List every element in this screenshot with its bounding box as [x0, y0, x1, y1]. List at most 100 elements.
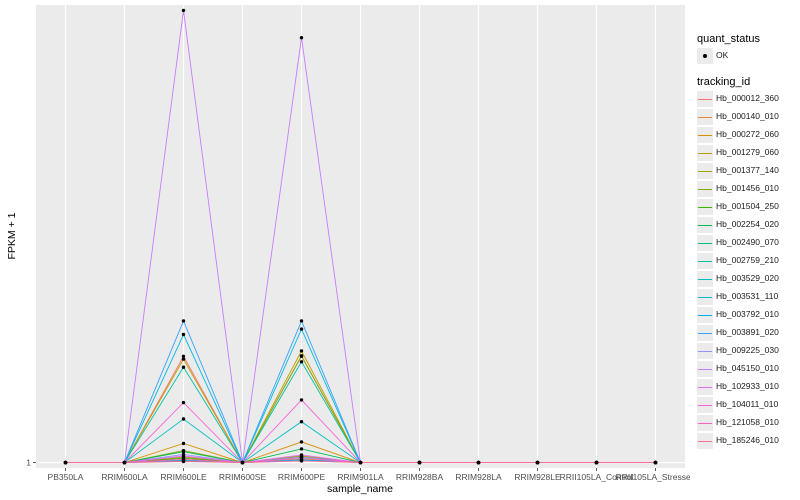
data-point: [181, 459, 186, 464]
legend-item: Hb_001504_250: [697, 198, 797, 216]
legend-key: [697, 48, 713, 64]
legend-label: Hb_121058_010: [716, 417, 779, 427]
data-point: [535, 460, 540, 465]
legend-key: [697, 163, 713, 179]
data-point: [181, 354, 186, 358]
legend-item: Hb_104011_010: [697, 396, 797, 414]
data-point: [63, 460, 68, 465]
data-point: [299, 447, 304, 451]
data-point: [299, 349, 304, 353]
line-swatch-icon: [698, 243, 712, 244]
legend-key: [697, 271, 713, 287]
legend-key: [697, 343, 713, 359]
data-point: [299, 453, 304, 457]
y-tick-labels: 1: [26, 458, 36, 468]
data-point: [299, 398, 304, 402]
legend-item: Hb_002490_070: [697, 234, 797, 252]
legend-key: [697, 217, 713, 233]
quant-status-legend-item: OK: [697, 47, 797, 65]
x-tick-label: RRIM901LA: [337, 472, 384, 482]
data-point: [181, 332, 186, 337]
legend-label: Hb_009225_030: [716, 345, 779, 355]
x-tick-label: RRIM928LA: [455, 472, 502, 482]
data-point: [181, 357, 186, 361]
legend-key: [697, 127, 713, 143]
line-swatch-icon: [698, 297, 712, 298]
legend-key: [697, 199, 713, 215]
data-point: [181, 8, 186, 13]
legend-key: [697, 433, 713, 449]
data-point: [594, 460, 599, 465]
y-tick-label: 1: [26, 458, 31, 468]
data-point: [181, 450, 186, 454]
legend-label: Hb_001504_250: [716, 201, 779, 211]
legend-key: [697, 379, 713, 395]
legend-label: Hb_002759_210: [716, 255, 779, 265]
legend-key: [697, 235, 713, 251]
x-tick-label: RRII105LA_Stressed: [616, 472, 690, 482]
quant-status-legend-title: quant_status: [697, 33, 760, 45]
tracking-id-legend-items: Hb_000012_360 Hb_000140_010 Hb_000272_060 H…: [697, 90, 797, 450]
legend-key: [697, 415, 713, 431]
line-swatch-icon: [698, 423, 712, 424]
legend-item: Hb_000272_060: [697, 126, 797, 144]
line-swatch-icon: [698, 99, 712, 100]
line-swatch-icon: [698, 207, 712, 208]
data-point: [181, 454, 186, 458]
legend-key: [697, 253, 713, 269]
data-point: [417, 460, 422, 465]
line-swatch-icon: [698, 441, 712, 442]
data-point: [299, 327, 304, 331]
legend-item: Hb_003792_010: [697, 306, 797, 324]
data-point: [653, 460, 658, 465]
line-swatch-icon: [698, 171, 712, 172]
legend-label: Hb_185246_010: [716, 435, 779, 445]
data-point: [181, 400, 186, 405]
legend-key: [697, 91, 713, 107]
data-point: [299, 36, 304, 40]
line-swatch-icon: [698, 135, 712, 136]
data-point: [181, 441, 186, 446]
x-tick-label: RRIM600LA: [101, 472, 148, 482]
line-swatch-icon: [698, 261, 712, 262]
line-swatch-icon: [698, 369, 712, 370]
legend-item: Hb_001279_060: [697, 144, 797, 162]
legend-key: [697, 109, 713, 125]
line-swatch-icon: [698, 117, 712, 118]
legend-label: Hb_001456_010: [716, 183, 779, 193]
data-point: [181, 365, 186, 369]
legend-key: [697, 181, 713, 197]
legend-label: Hb_001279_060: [716, 147, 779, 157]
data-point: [299, 456, 304, 460]
y-axis-title: FPKM + 1: [6, 212, 18, 259]
legend-label: Hb_003529_020: [716, 273, 779, 283]
legend-label: Hb_104011_010: [716, 399, 779, 409]
x-tick-label: RRIM600LE: [160, 472, 207, 482]
line-swatch-icon: [698, 315, 712, 316]
legend-key: [697, 325, 713, 341]
line-swatch-icon: [698, 189, 712, 190]
legend-label: Hb_000140_010: [716, 111, 779, 121]
data-point: [299, 319, 304, 323]
x-tick-label: RRIM600SE: [219, 472, 267, 482]
data-point: [181, 319, 186, 323]
legend-item: Hb_003531_110: [697, 288, 797, 306]
data-point: [299, 420, 304, 424]
legend-key: [697, 397, 713, 413]
legend-label: Hb_045150_010: [716, 363, 779, 373]
x-axis-title: sample_name: [327, 483, 393, 495]
legend-item: Hb_000140_010: [697, 108, 797, 126]
legend-label: Hb_003531_110: [716, 291, 779, 301]
legend-label: Hb_001377_140: [716, 165, 779, 175]
legend-key: [697, 289, 713, 305]
legend-item: Hb_102933_010: [697, 378, 797, 396]
legend-label: Hb_102933_010: [716, 381, 779, 391]
grid-lines: [36, 5, 685, 468]
legend-item: Hb_185246_010: [697, 432, 797, 450]
point-icon: [703, 54, 707, 58]
data-point: [122, 460, 127, 465]
data-point: [240, 460, 245, 465]
legend-item: Hb_000012_360: [697, 90, 797, 108]
legend-key: [697, 145, 713, 161]
legend-item: Hb_001377_140: [697, 162, 797, 180]
